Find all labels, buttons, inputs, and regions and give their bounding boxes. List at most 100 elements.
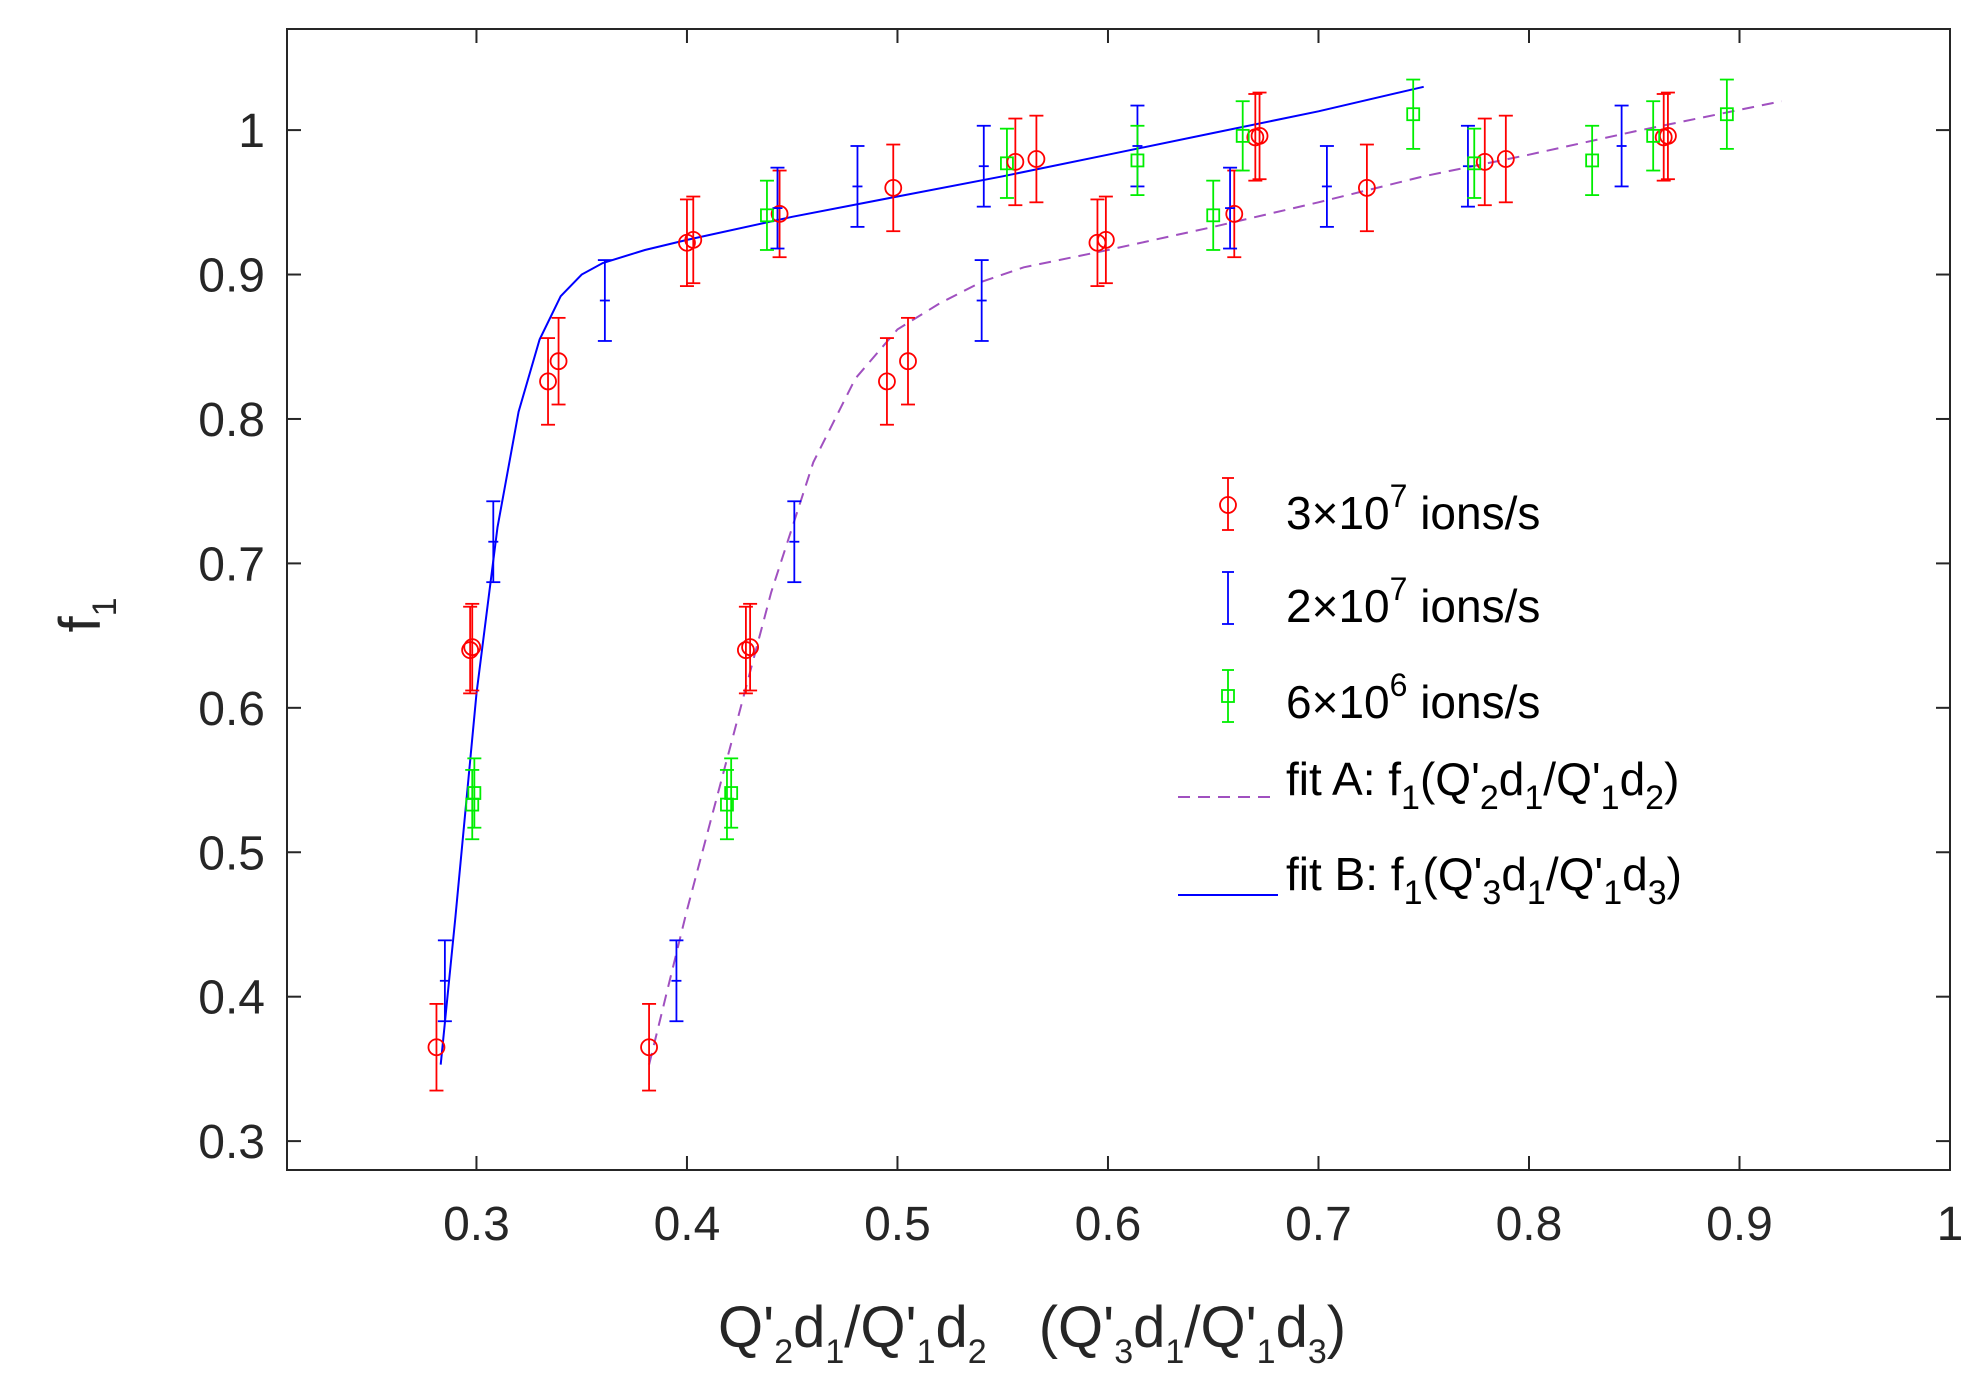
x-tick-label: 0.3	[443, 1198, 510, 1251]
data-point-series-1	[772, 169, 787, 259]
data-point-series-3	[1206, 179, 1221, 251]
x-tick-label: 0.4	[654, 1198, 721, 1251]
x-tick-label: 1	[1937, 1198, 1964, 1251]
marker-square	[1235, 128, 1250, 143]
y-tick-label: 0.9	[198, 250, 265, 303]
marker-circle	[461, 641, 480, 659]
data-point-series-1	[465, 602, 480, 692]
data-point-series-1	[1029, 114, 1044, 204]
data-point-series-3	[724, 757, 739, 829]
data-point-series-1	[551, 316, 566, 406]
marker-circle	[1006, 152, 1025, 171]
x-tick-label: 0.7	[1285, 1198, 1352, 1251]
y-tick-label: 0.4	[198, 972, 265, 1025]
data-point-series-3	[759, 179, 774, 251]
y-tick-label: 0.6	[198, 683, 265, 736]
data-point-series-3	[1719, 78, 1734, 150]
marker-circle	[640, 1038, 658, 1057]
data-point-series-3	[1467, 127, 1482, 199]
marker-circle	[1096, 230, 1115, 249]
data-point-series-3	[1130, 124, 1145, 196]
marker-square	[1585, 153, 1600, 168]
marker-circle	[1027, 150, 1046, 168]
fit-line-b	[439, 85, 1424, 1065]
y-tick-label: 1	[238, 105, 265, 158]
data-point-series-1	[541, 337, 556, 426]
data-point-series-3	[1406, 78, 1421, 150]
data-point-series-1	[879, 337, 894, 426]
marker-circle	[1225, 204, 1244, 223]
legend-entry-fit-a: fit A: f1(Q'2d1/Q'1d2)	[1178, 753, 1679, 817]
data-point-series-1	[679, 198, 694, 287]
x-tick-label: 0.9	[1706, 1198, 1773, 1251]
legend-entry-fit-b: fit B: f1(Q'3d1/Q'1d3)	[1178, 848, 1682, 912]
marker-square	[1000, 156, 1014, 171]
marker-circle	[737, 641, 755, 659]
marker-square	[724, 786, 739, 800]
legend-label-series-2: 2×107 ions/s	[1286, 571, 1540, 632]
legend-marker-circle	[1219, 496, 1237, 514]
marker-circle	[884, 178, 903, 197]
data-point-series-1	[1660, 91, 1675, 181]
legend-label-series-3: 6×106 ions/s	[1286, 667, 1540, 728]
legend-label-series-1: 3×107 ions/s	[1286, 478, 1540, 539]
marker-circle	[741, 638, 760, 657]
marker-circle	[684, 230, 703, 249]
data-point-series-1	[1252, 91, 1267, 181]
marker-square	[1406, 107, 1421, 122]
y-tick-label: 0.5	[198, 827, 265, 880]
legend-marker-square	[1221, 689, 1235, 703]
marker-circle	[899, 352, 917, 371]
y-tick-label: 0.3	[198, 1116, 265, 1169]
legend-entry-series-3: 6×106 ions/s	[1221, 667, 1540, 728]
plot-frame	[286, 28, 1951, 1171]
marker-circle	[878, 372, 896, 391]
marker-square	[1130, 153, 1145, 168]
marker-circle	[770, 204, 789, 223]
marker-square	[467, 786, 482, 800]
data-point-series-1	[743, 602, 758, 692]
marker-circle	[1496, 150, 1515, 168]
marker-square	[1467, 156, 1482, 171]
x-tick-label: 0.8	[1496, 1198, 1563, 1251]
marker-circle	[1475, 152, 1494, 171]
marker-circle	[427, 1038, 446, 1057]
data-point-series-1	[1498, 114, 1513, 204]
data-point-series-1	[1359, 143, 1374, 233]
data-point-series-1	[686, 195, 701, 285]
marker-square	[760, 208, 774, 223]
marker-circle	[463, 638, 482, 657]
data-point-series-1	[642, 1003, 657, 1092]
data-point-series-1	[1098, 195, 1113, 285]
legend-label-fit-a: fit A: f1(Q'2d1/Q'1d2)	[1286, 753, 1679, 817]
data-point-series-1	[429, 1003, 444, 1092]
data-point-series-1	[886, 143, 901, 233]
marker-circle	[1357, 178, 1376, 197]
data-point-series-3	[1235, 100, 1250, 172]
data-point-series-1	[1477, 117, 1492, 207]
x-tick-label: 0.6	[1075, 1198, 1142, 1251]
marker-square	[1206, 208, 1221, 223]
legend-entry-series-1: 3×107 ions/s	[1219, 477, 1540, 539]
legend-label-fit-b: fit B: f1(Q'3d1/Q'1d3)	[1286, 848, 1682, 912]
legend-entry-series-2: 2×107 ions/s	[1222, 571, 1540, 632]
y-tick-label: 0.8	[198, 394, 265, 447]
marker-circle	[539, 372, 557, 391]
marker-square	[1646, 128, 1661, 143]
data-point-series-1	[1090, 198, 1105, 287]
data-point-series-1	[463, 605, 478, 695]
fit-line-a	[648, 100, 1782, 1065]
data-point-series-3	[1585, 124, 1600, 196]
y-axis-label: f1	[48, 597, 124, 632]
marker-circle	[549, 352, 568, 371]
data-point-series-3	[1646, 100, 1661, 172]
data-point-series-1	[900, 316, 915, 406]
marker-circle	[1250, 126, 1269, 145]
data-point-series-3	[467, 757, 482, 829]
y-tick-label: 0.7	[198, 538, 265, 591]
data-point-series-1	[1008, 117, 1023, 207]
marker-square	[1719, 107, 1734, 122]
legend: 3×107 ions/s 2×107 ions/s 6×106 ions/s f…	[1178, 477, 1682, 912]
x-axis-label: Q'2d1/Q'1d2 (Q'3d1/Q'1d3)	[718, 1295, 1346, 1371]
